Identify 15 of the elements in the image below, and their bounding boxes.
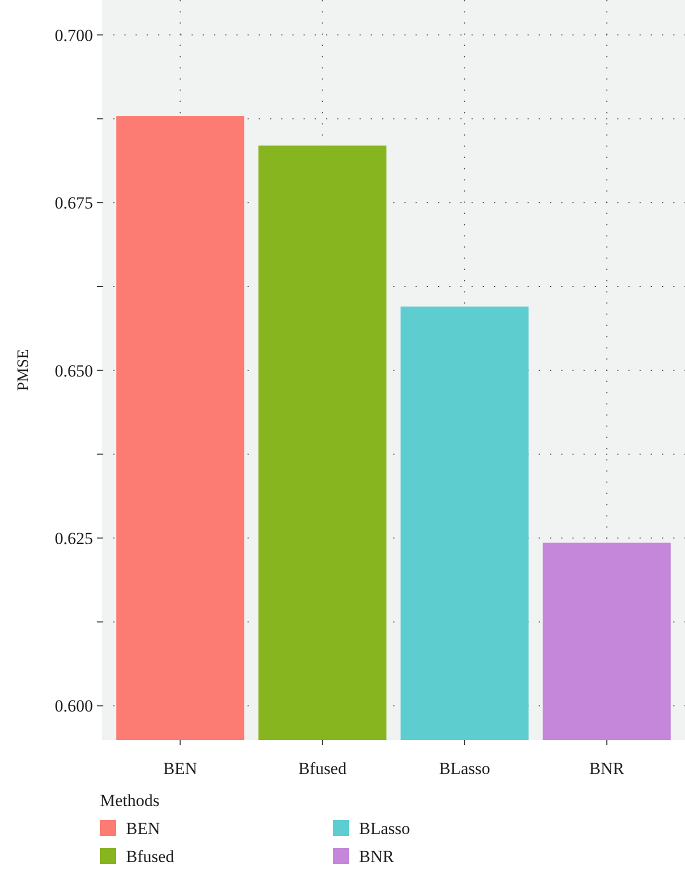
y-tick-label: 0.700 [54, 26, 93, 45]
y-tick-label: 0.650 [54, 361, 93, 380]
legend-title: Methods [100, 791, 160, 810]
y-tick-label: 0.600 [54, 696, 93, 716]
y-axis-title: PMSE [15, 349, 32, 391]
x-tick-label: BNR [589, 759, 625, 778]
x-tick-label: BEN [163, 759, 198, 778]
legend-label: BNR [359, 846, 395, 866]
legend-label: Bfused [126, 846, 175, 866]
legend-label: BLasso [359, 818, 410, 838]
legend-label: BEN [126, 818, 160, 838]
x-tick-label: Bfused [298, 759, 347, 778]
x-tick-label: BLasso [439, 759, 490, 778]
y-tick-label: 0.625 [54, 529, 93, 548]
y-tick-label: 0.675 [54, 194, 93, 213]
